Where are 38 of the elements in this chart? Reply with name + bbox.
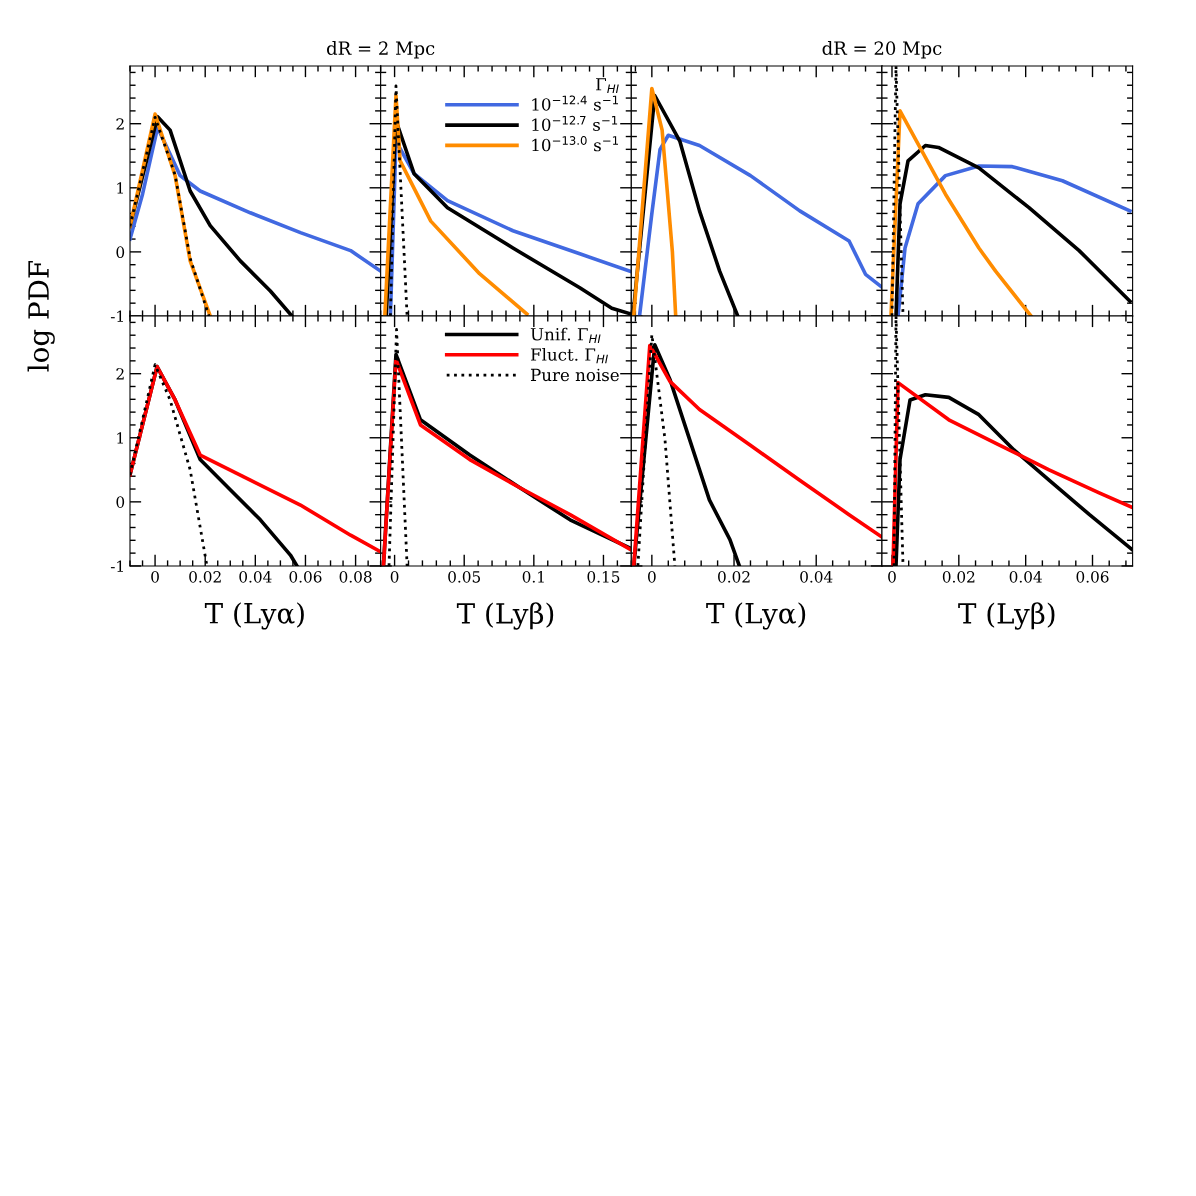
x-tick-label: 0 xyxy=(390,571,399,583)
x-tick-label: 0.15 xyxy=(587,571,620,583)
y-tick-label: 1 xyxy=(117,182,123,194)
x-tick-label: 0 xyxy=(888,571,896,583)
legend-label: 10$^{−12.4}$ s$^{−1}$ xyxy=(532,95,619,111)
legend-label: Unif. Γ$_{HI}$ xyxy=(530,327,601,344)
x-tick-label: 0.06 xyxy=(289,571,322,583)
x-tick-label: 0.04 xyxy=(800,571,833,583)
y-tick-label: -1 xyxy=(110,310,123,322)
chart-title: dR = 20 Mpc xyxy=(822,41,942,59)
y-tick-label: -1 xyxy=(110,560,123,572)
y-axis-title: log PDF xyxy=(27,260,55,372)
x-tick-label: 0.06 xyxy=(1076,571,1109,583)
chart-title: dR = 2 Mpc xyxy=(326,41,435,59)
x-tick-label: 0.02 xyxy=(942,571,975,583)
y-tick-label: 2 xyxy=(116,368,124,380)
x-tick-label: 0.02 xyxy=(718,571,750,583)
x-tick-label: 0 xyxy=(648,571,656,583)
x-axis-title: T (Lyβ) xyxy=(958,602,1055,630)
x-axis-title: T (Lyα) xyxy=(706,602,806,630)
legend-label: 10$^{−12.7}$ s$^{−1}$ xyxy=(532,115,618,132)
y-tick-label: 0 xyxy=(116,246,125,258)
legend-label: Fluct. Γ$_{HI}$ xyxy=(530,347,608,364)
x-tick-label: 0.05 xyxy=(448,571,481,583)
legend-label: 10$^{−13.0}$ s$^{−1}$ xyxy=(532,136,619,152)
x-tick-label: 0.1 xyxy=(522,571,544,583)
legend-title: Γ$_{HI}$ xyxy=(596,78,619,94)
x-tick-label: 0.08 xyxy=(339,571,372,583)
x-tick-label: 0.04 xyxy=(239,571,272,583)
x-tick-label: 0.04 xyxy=(1009,571,1042,583)
x-tick-label: 0 xyxy=(151,571,159,583)
x-tick-label: 0.02 xyxy=(189,571,221,583)
x-axis-title: T (Lyα) xyxy=(204,602,304,630)
y-tick-label: 0 xyxy=(116,496,125,508)
y-tick-label: 1 xyxy=(117,432,123,444)
legend-label: Pure noise xyxy=(530,368,619,382)
x-axis-title: T (Lyβ) xyxy=(456,602,554,630)
y-tick-label: 2 xyxy=(116,118,124,130)
